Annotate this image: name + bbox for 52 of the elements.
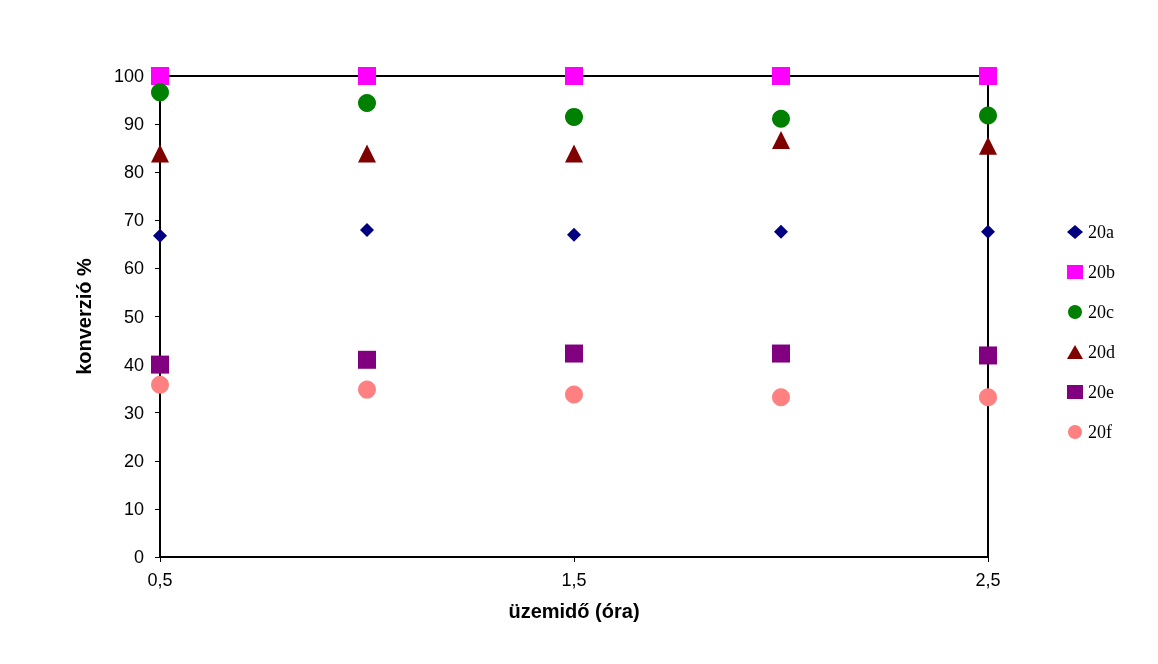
point (565, 385, 583, 404)
y-tick-label: 80 (123, 162, 144, 183)
y-tick-label: 60 (123, 258, 144, 279)
y-tick-label: 90 (123, 114, 144, 135)
y-tick-label: 50 (123, 306, 144, 327)
y-tick-label: 100 (113, 66, 144, 86)
point (772, 344, 790, 363)
point (565, 67, 583, 85)
point (979, 106, 997, 125)
legend-label: 20b (1088, 262, 1115, 282)
legend-label: 20a (1088, 222, 1114, 242)
legend-label: 20d (1088, 342, 1115, 362)
point (565, 344, 583, 363)
y-tick-label: 0 (133, 547, 144, 567)
point (979, 388, 997, 407)
point (979, 136, 997, 155)
point (774, 224, 788, 239)
point (358, 380, 376, 399)
point (567, 227, 581, 242)
y-tick-label: 20 (123, 450, 144, 471)
legend-label: 20e (1088, 382, 1114, 402)
y-tick-label: 30 (123, 402, 144, 423)
point (151, 375, 169, 394)
x-tick-label: 0,5 (147, 570, 173, 590)
point (151, 83, 169, 102)
point (151, 355, 169, 374)
point (360, 222, 374, 237)
point (772, 388, 790, 407)
point (979, 346, 997, 365)
point (565, 144, 583, 163)
x-tick-label: 1,5 (561, 570, 587, 590)
y-tick-label: 10 (123, 498, 144, 519)
point (772, 67, 790, 85)
y-axis-title: konverzió % (73, 257, 95, 375)
point (151, 144, 169, 163)
point (151, 67, 169, 85)
legend-label: 20f (1088, 422, 1112, 442)
point (358, 350, 376, 369)
y-tick-label: 40 (123, 354, 144, 375)
legend-label: 20c (1088, 302, 1114, 322)
point (979, 67, 997, 85)
point (565, 107, 583, 126)
point (772, 109, 790, 128)
y-tick-label: 70 (123, 210, 144, 231)
x-tick-label: 2,5 (975, 570, 1001, 590)
point (358, 93, 376, 112)
point (772, 130, 790, 149)
point (358, 67, 376, 85)
point (153, 228, 167, 243)
point (358, 144, 376, 163)
x-axis-title: üzemidő (óra) (508, 600, 640, 622)
point (981, 224, 995, 239)
